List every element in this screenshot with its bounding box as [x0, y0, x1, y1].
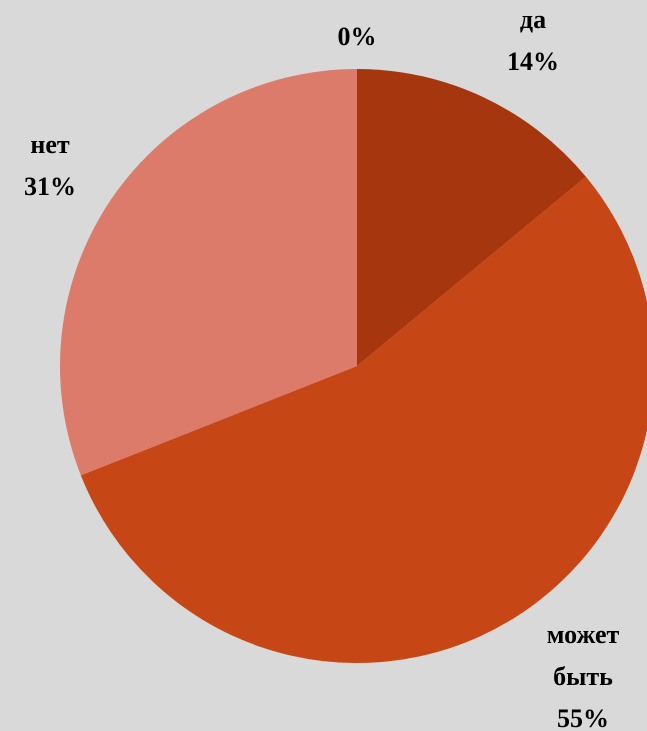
value-label: 0%	[337, 22, 377, 51]
slice-label: 0%	[317, 16, 397, 58]
value-label: 55%	[557, 704, 609, 731]
slice-label: нет 31%	[10, 124, 90, 208]
pie-slice	[59, 68, 358, 476]
category-label: нет	[30, 130, 70, 159]
pie-slice	[357, 69, 586, 366]
value-label: 31%	[24, 172, 76, 201]
slice-label: может быть 55%	[528, 614, 638, 731]
value-label: 14%	[507, 47, 559, 76]
slice-label: да 14%	[493, 0, 573, 83]
category-label: может быть	[546, 620, 620, 691]
category-label: да	[519, 5, 547, 34]
pie-slice	[80, 176, 647, 663]
